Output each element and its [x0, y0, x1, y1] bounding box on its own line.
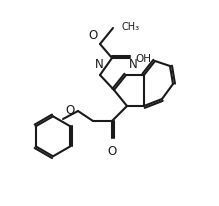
Text: O: O — [107, 144, 117, 157]
Text: O: O — [66, 103, 75, 116]
Text: O: O — [89, 29, 98, 42]
Text: N: N — [129, 58, 138, 71]
Text: OH: OH — [135, 54, 151, 64]
Text: CH₃: CH₃ — [121, 22, 139, 32]
Text: N: N — [95, 58, 103, 71]
